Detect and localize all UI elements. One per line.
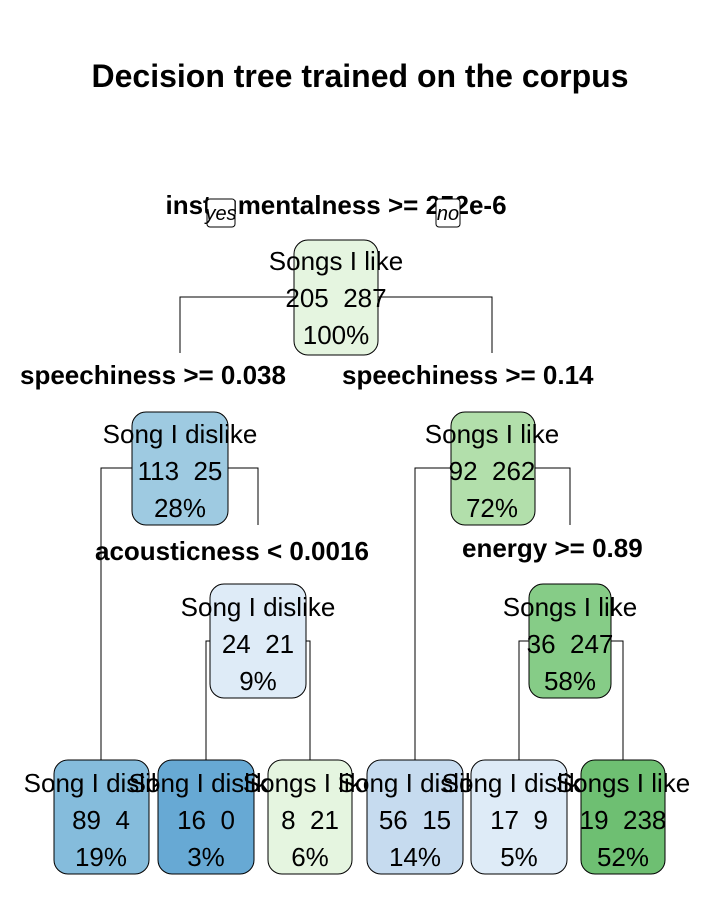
yes-marker: yes bbox=[203, 198, 237, 228]
node-label: Songs I like bbox=[556, 768, 690, 798]
node-percent: 28% bbox=[154, 493, 206, 523]
node-label: Songs I like bbox=[425, 419, 559, 449]
node-box bbox=[450, 411, 536, 526]
node-box bbox=[267, 759, 353, 875]
node-label: Song I dislike bbox=[338, 768, 493, 798]
node-label: Song I dislike bbox=[129, 768, 284, 798]
node-percent: 6% bbox=[291, 842, 329, 872]
node-percent: 9% bbox=[239, 666, 277, 696]
node-box bbox=[580, 759, 666, 875]
node-percent: 5% bbox=[500, 842, 538, 872]
node-percent: 19% bbox=[75, 842, 127, 872]
node-counts: 8 21 bbox=[281, 805, 339, 835]
leaf-4: Song I dislike 56 15 14% bbox=[338, 759, 493, 875]
node-label: Song I dislike bbox=[103, 419, 258, 449]
leaf-6: Songs I like 19 238 52% bbox=[556, 759, 690, 875]
leaf-3: Songs I like 8 21 6% bbox=[243, 759, 377, 875]
node-percent: 100% bbox=[303, 320, 370, 350]
leaf-1: Song I dislike 89 4 19% bbox=[24, 759, 179, 875]
split-label-n2: speechiness >= 0.14 bbox=[342, 360, 594, 390]
node-n1: Song I dislike 113 25 28% bbox=[103, 411, 258, 526]
split-label-n3: acousticness < 0.0016 bbox=[95, 536, 369, 566]
node-box bbox=[528, 583, 612, 699]
no-marker: no bbox=[435, 198, 461, 228]
node-percent: 52% bbox=[597, 842, 649, 872]
node-percent: 72% bbox=[466, 493, 518, 523]
node-counts: 92 262 bbox=[449, 456, 536, 486]
page-title: Decision tree trained on the corpus bbox=[91, 58, 629, 94]
node-box bbox=[131, 411, 229, 526]
node-percent: 3% bbox=[187, 842, 225, 872]
node-counts: 205 287 bbox=[285, 283, 386, 313]
node-percent: 58% bbox=[544, 666, 596, 696]
leaf-5: Song I dislike 17 9 5% bbox=[442, 759, 597, 875]
node-counts: 89 4 bbox=[72, 805, 130, 835]
node-counts: 36 247 bbox=[527, 629, 614, 659]
node-label: Songs I like bbox=[243, 768, 377, 798]
no-label: no bbox=[437, 203, 459, 225]
node-box bbox=[53, 759, 150, 875]
node-counts: 24 21 bbox=[222, 629, 294, 659]
node-box bbox=[366, 759, 464, 875]
split-label-n1: speechiness >= 0.038 bbox=[20, 360, 286, 390]
split-label-n4: energy >= 0.89 bbox=[462, 533, 643, 563]
leaf-2: Song I dislike 16 0 3% bbox=[129, 759, 284, 875]
node-label: Songs I like bbox=[503, 592, 637, 622]
node-counts: 113 25 bbox=[138, 456, 223, 486]
node-counts: 17 9 bbox=[490, 805, 548, 835]
node-counts: 16 0 bbox=[177, 805, 235, 835]
node-root: Songs I like 205 287 100% bbox=[269, 239, 403, 356]
node-n2: Songs I like 92 262 72% bbox=[425, 411, 559, 526]
node-n3: Song I dislike 24 21 9% bbox=[181, 583, 336, 699]
yes-label: yes bbox=[203, 203, 236, 225]
node-counts: 56 15 bbox=[379, 805, 451, 835]
node-label: Song I dislike bbox=[442, 768, 597, 798]
node-box bbox=[470, 759, 568, 875]
node-percent: 14% bbox=[389, 842, 441, 872]
node-box bbox=[157, 759, 255, 875]
node-box bbox=[293, 239, 379, 356]
node-label: Songs I like bbox=[269, 246, 403, 276]
node-label: Song I dislike bbox=[24, 768, 179, 798]
node-n4: Songs I like 36 247 58% bbox=[503, 583, 637, 699]
node-box bbox=[209, 583, 307, 699]
node-counts: 19 238 bbox=[580, 805, 667, 835]
node-label: Song I dislike bbox=[181, 592, 336, 622]
